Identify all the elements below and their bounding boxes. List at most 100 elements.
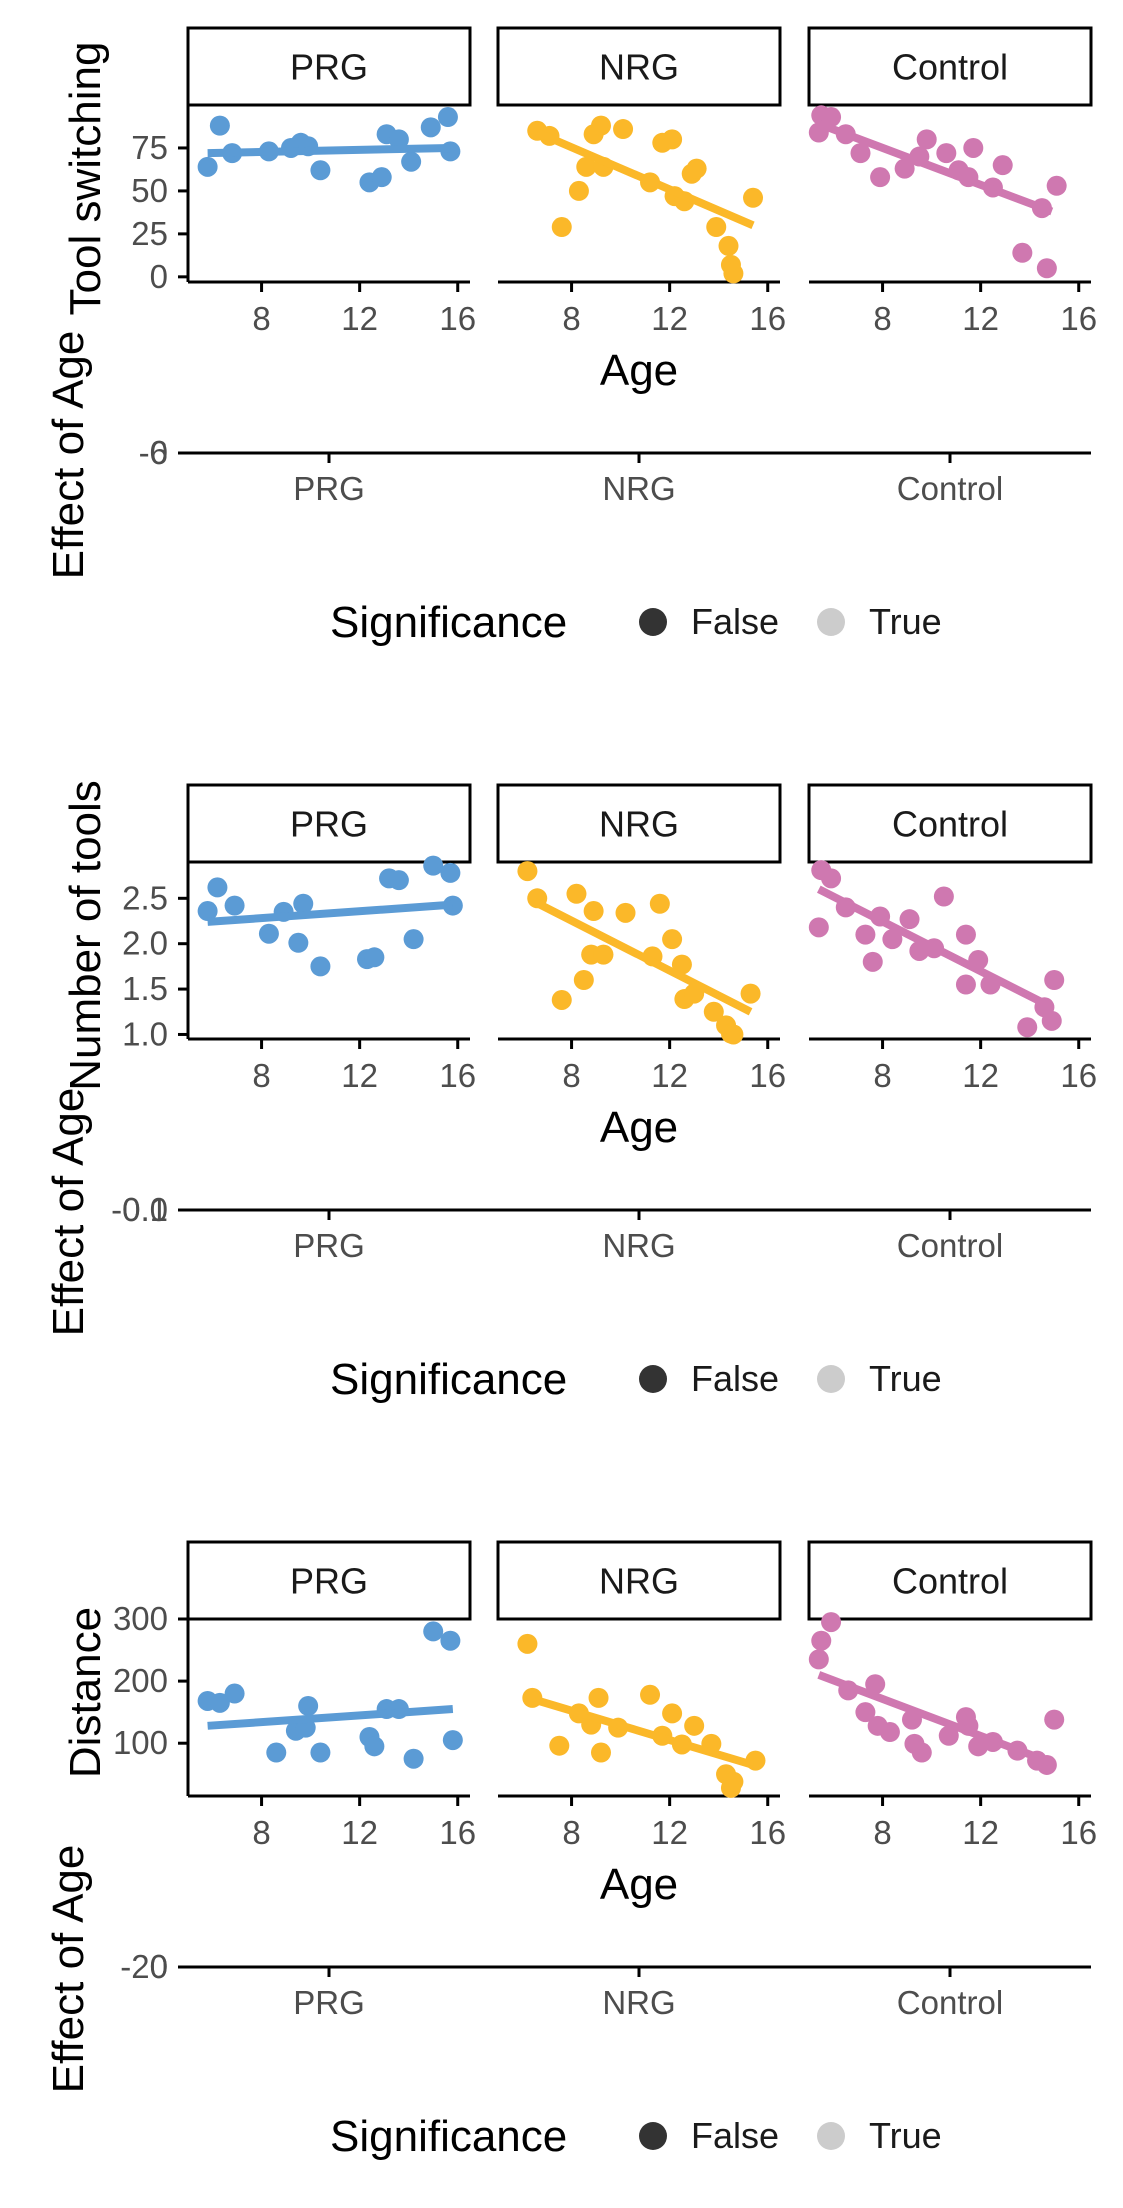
y-tick-label: 75 [131, 129, 168, 166]
legend-key-false [639, 2122, 667, 2150]
facet-control: Control 8 12 16 [807, 26, 1097, 337]
data-point [440, 1630, 461, 1651]
data-point [568, 180, 589, 201]
x-tick-label: 16 [749, 1057, 786, 1094]
data-point [723, 1771, 744, 1792]
data-point [310, 956, 331, 977]
data-point [310, 1742, 331, 1763]
data-point [224, 1683, 245, 1704]
legend: Significance False True [330, 598, 942, 647]
data-point [963, 137, 984, 158]
x-tick-label: 8 [873, 300, 891, 337]
facet-strip [186, 1540, 472, 1621]
data-point [882, 929, 903, 950]
data-point [517, 1633, 538, 1654]
data-point [551, 217, 572, 238]
data-point [576, 156, 597, 177]
data-point [1036, 258, 1057, 279]
data-point [933, 886, 954, 907]
fit-line [533, 1695, 755, 1769]
legend-label-true: True [869, 2115, 942, 2156]
x-tick-label: 12 [962, 1057, 999, 1094]
x-tick-label: 8 [873, 1814, 891, 1851]
x-tick-label: 16 [1060, 300, 1097, 337]
data-point [1044, 970, 1065, 990]
effect-category-label: Control [897, 470, 1003, 507]
data-point [593, 944, 614, 965]
data-point [310, 160, 331, 181]
data-point [684, 1715, 705, 1736]
x-axis-title: Age [600, 1860, 678, 1909]
legend-label-true: True [869, 601, 942, 642]
effect-y-axis-title: Effect of Age [44, 1845, 93, 2094]
fit-line [817, 885, 1054, 1011]
legend-label-false: False [691, 1358, 779, 1399]
data-point [992, 155, 1013, 176]
facet-strip-label: NRG [599, 1561, 679, 1602]
legend-key-true [817, 1365, 845, 1393]
data-point [590, 115, 611, 136]
x-tick-label: 12 [962, 1814, 999, 1851]
effect-category-label: PRG [293, 1984, 365, 2021]
legend-key-false [639, 1365, 667, 1393]
data-point [388, 129, 409, 150]
data-point [811, 1630, 832, 1651]
effect-y-tick-label: -6 [139, 434, 168, 471]
y-axis-title: Tool switching [61, 42, 110, 316]
data-point [423, 1621, 444, 1642]
data-point [209, 1692, 230, 1713]
data-point [615, 902, 636, 923]
data-point [743, 187, 764, 208]
data-point [855, 1702, 876, 1723]
data-point [549, 1735, 570, 1756]
x-tick-label: 8 [562, 1814, 580, 1851]
data-point [288, 932, 309, 953]
legend: Significance False True [330, 1355, 942, 1404]
data-point [440, 862, 461, 883]
effect-category-label: PRG [293, 470, 365, 507]
legend-key-false [639, 608, 667, 636]
x-tick-label: 12 [341, 1814, 378, 1851]
x-tick-label: 16 [439, 1057, 476, 1094]
data-point [821, 868, 842, 889]
data-point [955, 924, 976, 945]
x-axis-title: Age [600, 346, 678, 395]
facet-strip-label: NRG [599, 47, 679, 88]
data-point [403, 929, 424, 950]
y-tick-label: 2.0 [122, 925, 168, 962]
y-axis-title: Distance [61, 1607, 110, 1778]
data-point [207, 877, 228, 898]
effect-y-tick-label: -0.1 [111, 1191, 168, 1228]
y-tick-label: 50 [131, 172, 168, 209]
effect-category-label: Control [897, 1984, 1003, 2021]
data-point [293, 893, 314, 914]
legend-key-true [817, 608, 845, 636]
y-tick-label: 1.5 [122, 970, 168, 1007]
data-point [437, 107, 458, 128]
facet-strip [186, 26, 472, 107]
effect-category-label: NRG [602, 1984, 675, 2021]
facet-prg: PRG 8 12 16 [186, 783, 476, 1094]
data-point [821, 107, 842, 128]
effect-category-label: NRG [602, 470, 675, 507]
facet-control: Control 8 12 16 [807, 1540, 1097, 1851]
x-tick-label: 12 [651, 1814, 688, 1851]
x-tick-label: 16 [749, 300, 786, 337]
y-tick-label: 200 [113, 1662, 168, 1699]
y-tick-label: 1.0 [122, 1015, 168, 1052]
facet-strip-label: PRG [290, 1561, 368, 1602]
fit-line [535, 128, 755, 229]
legend-label-false: False [691, 2115, 779, 2156]
data-point [388, 870, 409, 891]
x-tick-label: 16 [749, 1814, 786, 1851]
facet-strip [807, 783, 1093, 864]
data-point [209, 115, 230, 136]
data-point [1012, 242, 1033, 263]
data-point [1041, 1010, 1062, 1031]
chart-block-2: PRG 8 12 16 NRG 8 12 16 Control 8 12 16 1.0 1.5 2.0 2.5… [44, 780, 1097, 1404]
facet-strip-label: NRG [599, 804, 679, 845]
data-point [662, 929, 683, 950]
data-point [740, 983, 761, 1004]
